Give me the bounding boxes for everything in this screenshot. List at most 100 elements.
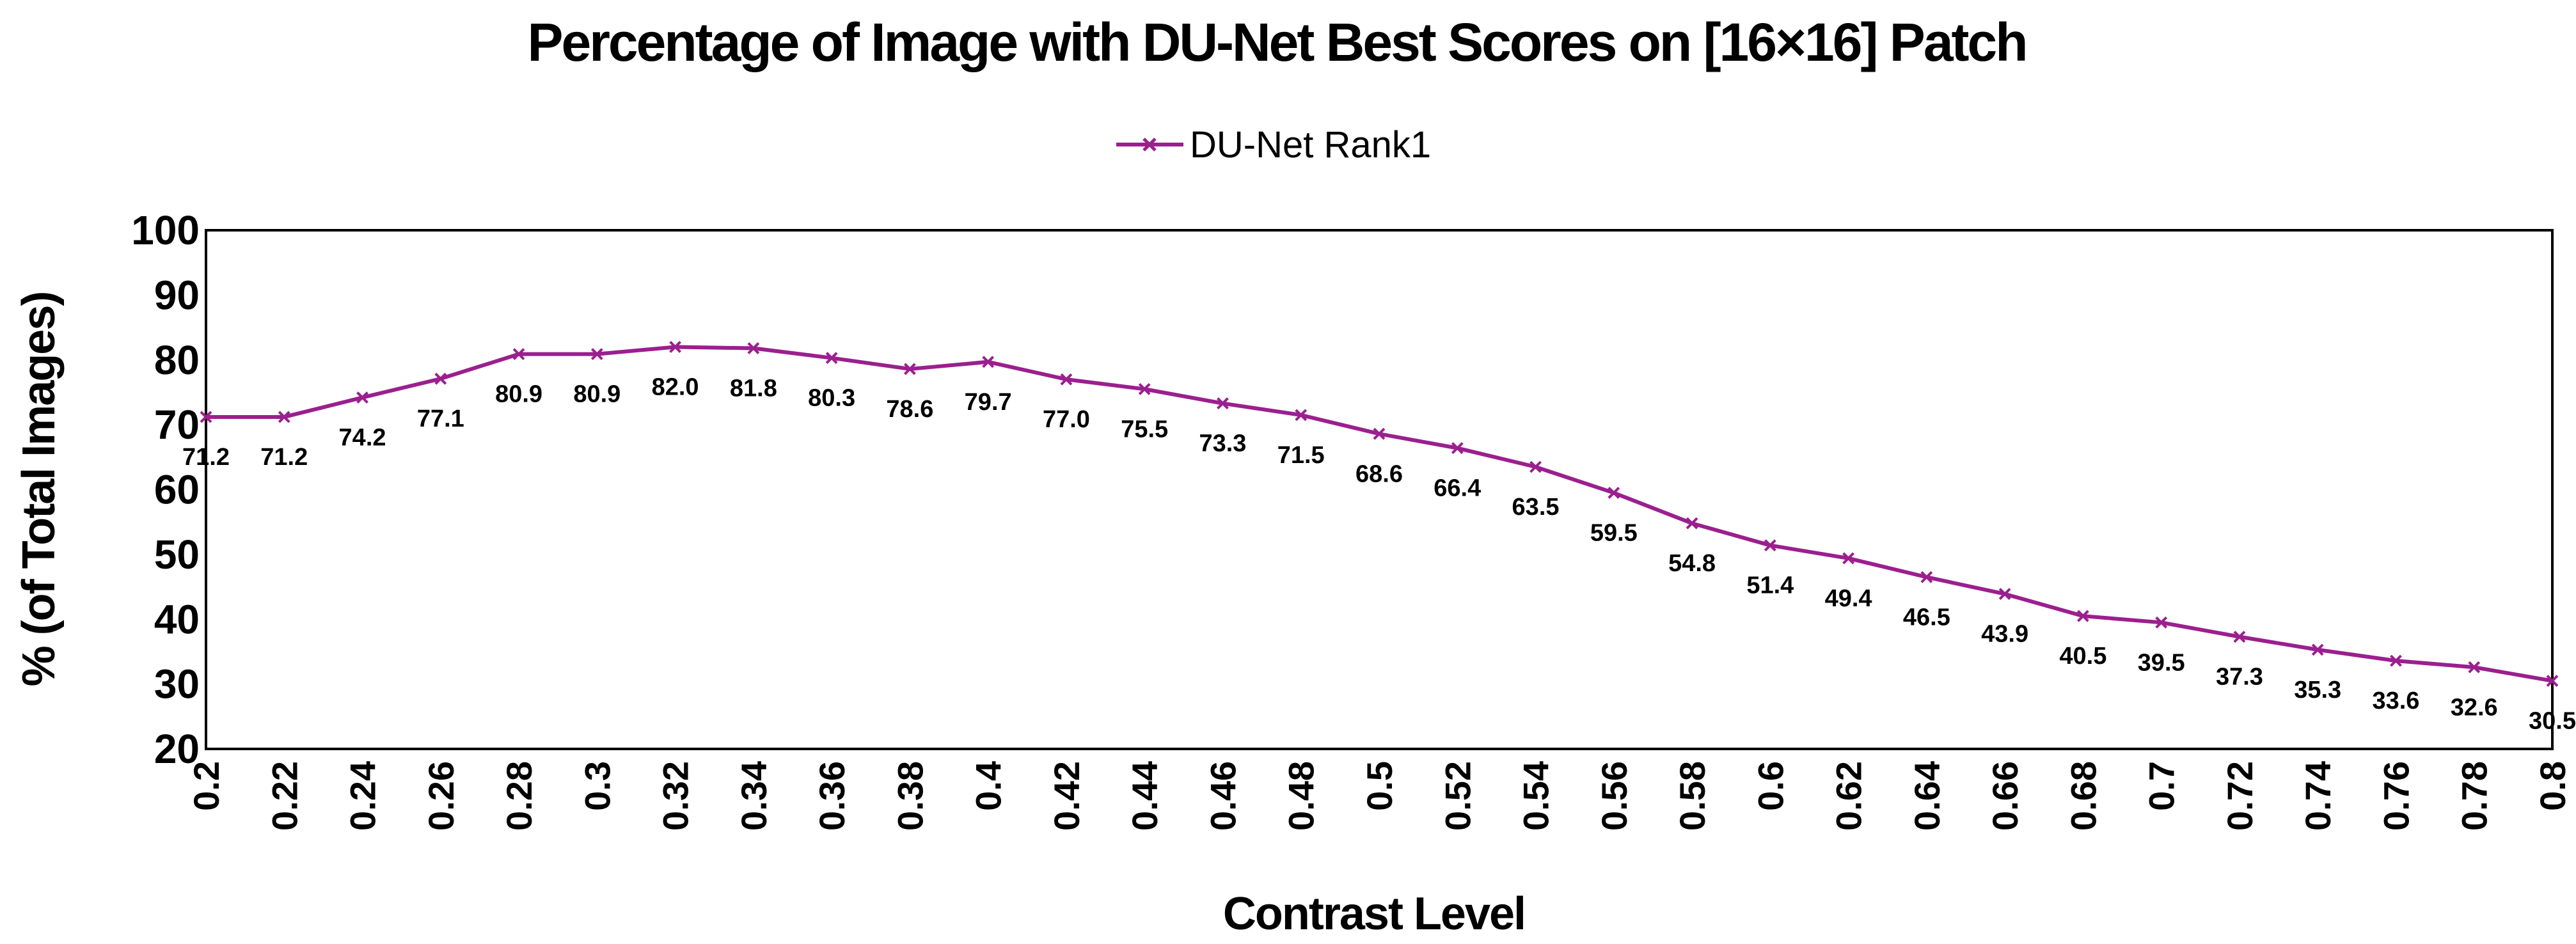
data-label-27: 35.3	[2294, 677, 2341, 704]
x-tick-label-24: 0.68	[2063, 761, 2103, 831]
data-label-25: 39.5	[2138, 649, 2185, 676]
data-label-24: 40.5	[2059, 643, 2106, 670]
data-point-13	[1217, 397, 1229, 410]
x-axis-ticks: 0.2 0.22 0.24 0.26 0.28 0.3 0.32 0.34 0.36 0.38 0.…	[186, 761, 2573, 831]
x-tick-label-3: 0.26	[421, 761, 461, 831]
data-label-12: 75.5	[1121, 416, 1168, 443]
data-point-9	[903, 363, 916, 375]
data-point-2	[356, 391, 368, 404]
x-tick-label-9: 0.38	[890, 761, 930, 831]
data-label-17: 63.5	[1512, 494, 1560, 521]
data-label-10: 79.7	[965, 389, 1012, 416]
data-point-14	[1295, 409, 1308, 421]
y-tick-label-6: 80	[154, 337, 200, 383]
data-label-20: 51.4	[1746, 572, 1794, 599]
data-label-3: 77.1	[417, 405, 464, 432]
data-label-5: 80.9	[573, 381, 620, 408]
y-tick-label-3: 50	[154, 531, 200, 578]
x-tick-label-16: 0.52	[1437, 761, 1478, 831]
data-point-27	[2311, 643, 2324, 656]
x-tick-label-13: 0.46	[1203, 761, 1243, 831]
data-point-3	[434, 372, 447, 385]
data-point-17	[1529, 460, 1542, 473]
data-label-1: 71.2	[260, 444, 308, 471]
x-tick-label-7: 0.34	[734, 761, 774, 831]
data-labels: 71.2 71.2 74.2 77.1 80.9 80.9 82.0 81.8 80.3 78.6…	[182, 374, 2576, 734]
x-tick-label-22: 0.64	[1907, 761, 1947, 831]
data-label-11: 77.0	[1043, 406, 1090, 433]
data-point-10	[982, 356, 995, 368]
legend-label: DU-Net Rank1	[1190, 124, 1431, 166]
data-point-16	[1451, 442, 1464, 455]
data-label-19: 54.8	[1668, 550, 1716, 577]
x-tick-label-1: 0.22	[264, 761, 304, 831]
series-du-net-rank1	[200, 341, 2559, 687]
data-point-11	[1060, 373, 1073, 386]
y-tick-label-5: 70	[154, 402, 200, 448]
x-tick-label-25: 0.7	[2142, 761, 2182, 811]
chart-title: Percentage of Image with DU-Net Best Sco…	[527, 12, 2026, 72]
x-tick-label-15: 0.5	[1359, 761, 1400, 811]
x-tick-label-6: 0.32	[656, 761, 696, 831]
data-point-15	[1373, 427, 1386, 440]
data-point-30	[2546, 675, 2559, 687]
data-point-8	[825, 352, 838, 365]
x-tick-label-10: 0.4	[968, 761, 1009, 811]
data-point-24	[2076, 610, 2089, 622]
data-point-12	[1138, 382, 1151, 395]
data-point-20	[1764, 539, 1776, 552]
data-label-13: 73.3	[1199, 430, 1246, 457]
y-tick-label-0: 20	[154, 726, 200, 772]
y-tick-label-2: 40	[154, 596, 200, 642]
plot-area	[205, 229, 2554, 750]
x-tick-label-23: 0.66	[1985, 761, 2025, 831]
x-tick-label-14: 0.48	[1281, 761, 1322, 831]
data-point-7	[747, 342, 760, 354]
x-tick-label-27: 0.74	[2298, 761, 2338, 831]
x-tick-label-28: 0.76	[2376, 761, 2416, 831]
data-label-28: 33.6	[2372, 688, 2419, 714]
x-tick-label-26: 0.72	[2220, 761, 2260, 831]
data-point-23	[1998, 588, 2011, 601]
data-point-1	[278, 411, 290, 423]
x-tick-label-12: 0.44	[1125, 761, 1165, 831]
data-label-21: 49.4	[1825, 585, 1872, 612]
x-tick-label-21: 0.62	[1829, 761, 1869, 831]
x-tick-label-4: 0.28	[499, 761, 539, 831]
data-label-15: 68.6	[1355, 460, 1403, 487]
y-tick-label-7: 90	[154, 272, 200, 318]
data-point-6	[669, 341, 682, 353]
data-point-19	[1686, 517, 1698, 530]
data-label-4: 80.9	[495, 381, 542, 408]
data-label-9: 78.6	[886, 396, 933, 423]
data-label-0: 71.2	[182, 444, 230, 471]
data-label-6: 82.0	[652, 374, 699, 400]
data-label-26: 37.3	[2216, 664, 2263, 691]
legend-marker	[1142, 138, 1157, 152]
data-point-4	[512, 348, 525, 361]
data-label-16: 66.4	[1434, 475, 1481, 502]
data-label-23: 43.9	[1981, 621, 2028, 648]
data-point-29	[2468, 661, 2481, 673]
x-tick-label-18: 0.56	[1594, 761, 1634, 831]
x-tick-label-29: 0.78	[2454, 761, 2495, 831]
x-tick-label-11: 0.42	[1047, 761, 1087, 831]
data-label-14: 71.5	[1277, 442, 1325, 469]
data-point-18	[1608, 487, 1620, 499]
data-point-0	[200, 411, 212, 423]
data-label-18: 59.5	[1590, 520, 1638, 547]
data-label-30: 30.5	[2529, 708, 2576, 735]
x-tick-label-20: 0.6	[1750, 761, 1790, 811]
x-axis-title: Contrast Level	[1223, 888, 1525, 940]
x-tick-label-17: 0.54	[1516, 761, 1556, 831]
y-tick-label-8: 100	[131, 207, 200, 253]
data-label-7: 81.8	[730, 375, 777, 402]
x-tick-label-19: 0.58	[1672, 761, 1712, 831]
data-point-28	[2390, 654, 2402, 667]
data-label-2: 74.2	[339, 425, 386, 452]
x-tick-label-5: 0.3	[577, 761, 617, 811]
y-tick-label-1: 30	[154, 661, 200, 707]
data-label-22: 46.5	[1903, 604, 1950, 631]
data-label-8: 80.3	[808, 385, 855, 412]
